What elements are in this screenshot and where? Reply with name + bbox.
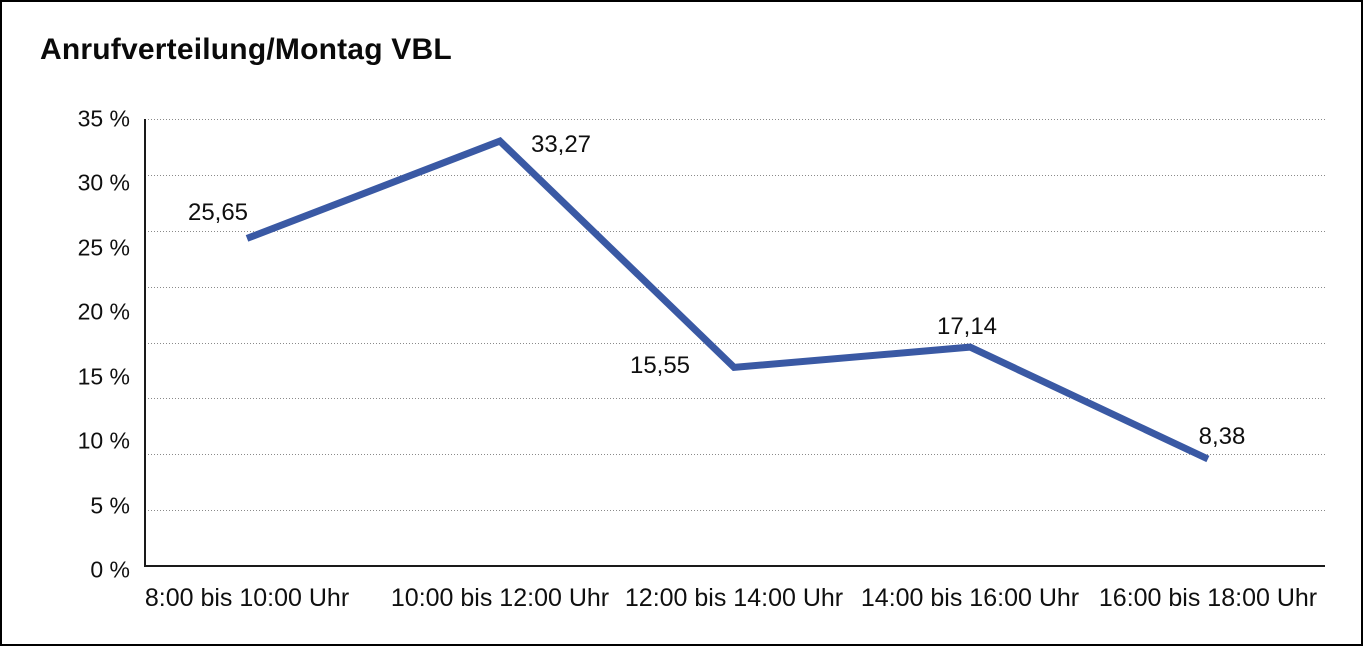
y-axis-line bbox=[144, 119, 146, 566]
y-axis-tick-label: 20 % bbox=[77, 298, 130, 325]
y-axis-tick-label: 30 % bbox=[77, 169, 130, 196]
data-point-label: 25,65 bbox=[187, 199, 249, 226]
data-point-label: 17,14 bbox=[936, 313, 998, 340]
data-point-label: 15,55 bbox=[629, 352, 691, 379]
y-axis-tick-label: 25 % bbox=[77, 234, 130, 261]
series-line bbox=[245, 137, 1210, 463]
gridline bbox=[145, 287, 1325, 288]
y-axis-tick-label: 0 % bbox=[90, 556, 130, 583]
x-axis-line bbox=[144, 565, 1325, 567]
x-axis-category-label: 10:00 bis 12:00 Uhr bbox=[390, 584, 610, 612]
x-axis-category-label: 12:00 bis 14:00 Uhr bbox=[624, 584, 844, 612]
data-point-label: 8,38 bbox=[1198, 423, 1246, 450]
gridline bbox=[145, 398, 1325, 399]
gridline bbox=[145, 119, 1325, 120]
y-axis-tick-label: 10 % bbox=[77, 427, 130, 454]
x-axis-category-label: 8:00 bis 10:00 Uhr bbox=[144, 584, 350, 612]
y-axis-tick-label: 5 % bbox=[90, 492, 130, 519]
gridline bbox=[145, 231, 1325, 232]
chart-title: Anrufverteilung/Montag VBL bbox=[40, 33, 452, 66]
y-axis-tick-label: 15 % bbox=[77, 363, 130, 390]
gridline bbox=[145, 510, 1325, 511]
x-axis-category-label: 14:00 bis 16:00 Uhr bbox=[860, 584, 1080, 612]
gridline bbox=[145, 175, 1325, 176]
y-axis-tick-label: 35 % bbox=[77, 105, 130, 132]
x-axis-category-label: 16:00 bis 18:00 Uhr bbox=[1098, 584, 1318, 612]
gridline bbox=[145, 343, 1325, 344]
data-point-label: 33,27 bbox=[530, 131, 592, 158]
gridline bbox=[145, 454, 1325, 455]
